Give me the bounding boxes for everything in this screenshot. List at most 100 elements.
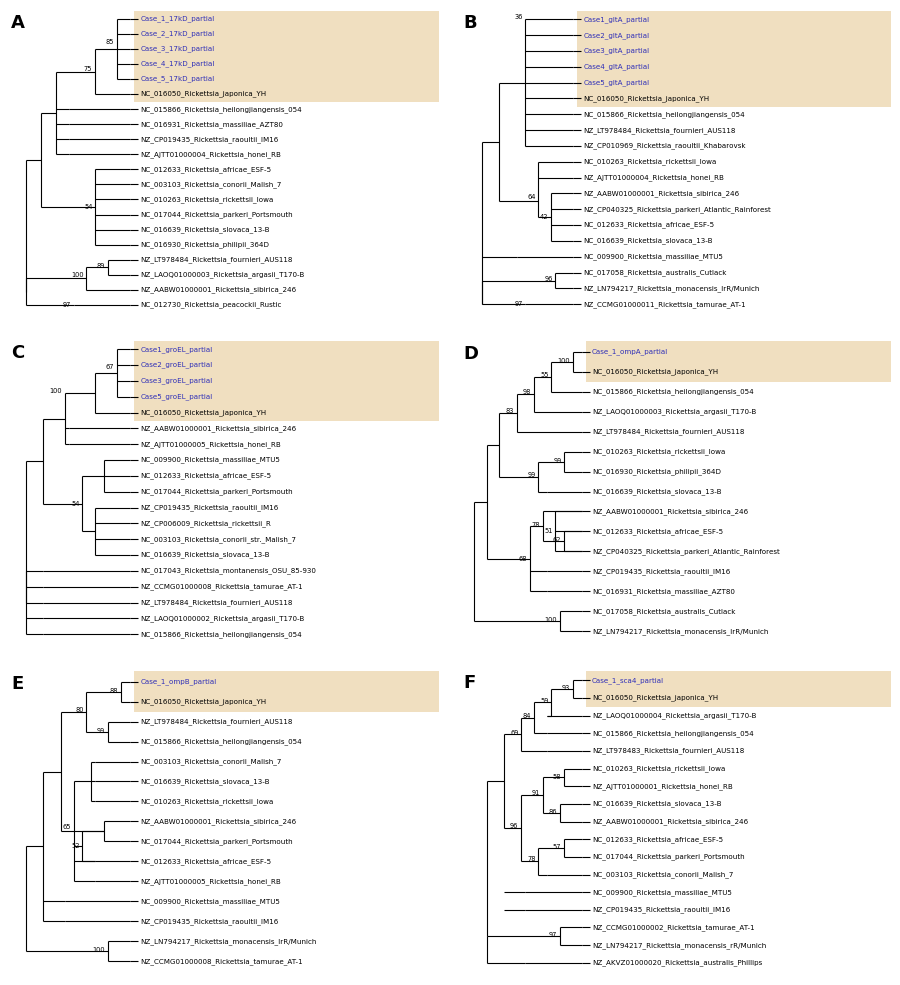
Text: Case_1_sca4_partial: Case_1_sca4_partial	[592, 677, 664, 684]
FancyBboxPatch shape	[577, 11, 896, 106]
Text: NC_015866_Rickettsia_heilongjiangensis_054: NC_015866_Rickettsia_heilongjiangensis_0…	[140, 630, 302, 637]
Text: NC_010263_Rickettsia_rickettsii_Iowa: NC_010263_Rickettsia_rickettsii_Iowa	[140, 798, 274, 805]
Text: NZ_AABW01000001_Rickettsia_sibirica_246: NZ_AABW01000001_Rickettsia_sibirica_246	[140, 287, 296, 294]
Text: NC_017058_Rickettsia_australis_Cutlack: NC_017058_Rickettsia_australis_Cutlack	[583, 269, 727, 276]
Text: Case1_groEL_partial: Case1_groEL_partial	[140, 346, 212, 353]
Text: NC_016639_Rickettsia_slovaca_13-B: NC_016639_Rickettsia_slovaca_13-B	[140, 778, 270, 785]
Text: NC_012633_Rickettsia_africae_ESF-5: NC_012633_Rickettsia_africae_ESF-5	[583, 222, 715, 229]
Text: 75: 75	[84, 66, 93, 72]
Text: NZ_AJTT01000005_Rickettsia_honei_RB: NZ_AJTT01000005_Rickettsia_honei_RB	[140, 878, 281, 885]
Text: C: C	[11, 344, 24, 361]
Text: Case2_groEL_partial: Case2_groEL_partial	[140, 361, 212, 368]
Text: Case_2_17kD_partial: Case_2_17kD_partial	[140, 31, 214, 37]
Text: E: E	[11, 675, 23, 692]
Text: 67: 67	[105, 364, 114, 370]
Text: Case5_groEL_partial: Case5_groEL_partial	[140, 393, 212, 400]
Text: NC_015866_Rickettsia_heilongjiangensis_054: NC_015866_Rickettsia_heilongjiangensis_0…	[140, 738, 302, 745]
Text: Case1_gltA_partial: Case1_gltA_partial	[583, 16, 650, 23]
Text: NZ_LT978483_Rickettsia_fournieri_AUS118: NZ_LT978483_Rickettsia_fournieri_AUS118	[592, 748, 744, 755]
Text: 96: 96	[544, 276, 553, 282]
Text: 99: 99	[554, 458, 562, 464]
Text: NZ_AJTT01000004_Rickettsia_honei_RB: NZ_AJTT01000004_Rickettsia_honei_RB	[140, 151, 281, 158]
Text: NC_017058_Rickettsia_australis_Cutlack: NC_017058_Rickettsia_australis_Cutlack	[592, 608, 735, 615]
Text: NZ_AJTT01000004_Rickettsia_honei_RB: NZ_AJTT01000004_Rickettsia_honei_RB	[583, 174, 724, 181]
Text: NZ_CP019435_Rickettsia_raoultii_IM16: NZ_CP019435_Rickettsia_raoultii_IM16	[140, 504, 278, 511]
Text: NC_017044_Rickettsia_parkeri_Portsmouth: NC_017044_Rickettsia_parkeri_Portsmouth	[592, 853, 744, 860]
Text: NC_012633_Rickettsia_africae_ESF-5: NC_012633_Rickettsia_africae_ESF-5	[140, 858, 271, 865]
Text: 99: 99	[97, 728, 105, 734]
Text: NZ_CCMG01000002_Rickettsia_tamurae_AT-1: NZ_CCMG01000002_Rickettsia_tamurae_AT-1	[592, 924, 754, 931]
Text: NC_017043_Rickettsia_montanensis_OSU_85-930: NC_017043_Rickettsia_montanensis_OSU_85-…	[140, 567, 316, 574]
Text: Case_5_17kD_partial: Case_5_17kD_partial	[140, 76, 214, 83]
Text: 68: 68	[518, 556, 527, 561]
Text: NC_010263_Rickettsia_rickettsii_Iowa: NC_010263_Rickettsia_rickettsii_Iowa	[140, 196, 274, 203]
Text: 88: 88	[110, 688, 118, 693]
Text: NC_012633_Rickettsia_africae_ESF-5: NC_012633_Rickettsia_africae_ESF-5	[592, 528, 723, 535]
Text: 84: 84	[523, 713, 531, 719]
Text: A: A	[11, 14, 25, 32]
Text: 54: 54	[84, 204, 93, 210]
Text: NC_015866_Rickettsia_heilongjiangensis_054: NC_015866_Rickettsia_heilongjiangensis_0…	[140, 105, 302, 112]
Text: NC_015866_Rickettsia_heilongjiangensis_054: NC_015866_Rickettsia_heilongjiangensis_0…	[592, 730, 753, 737]
Text: NZ_AABW01000001_Rickettsia_sibirica_246: NZ_AABW01000001_Rickettsia_sibirica_246	[140, 425, 296, 431]
Text: NC_016050_Rickettsia_japonica_YH: NC_016050_Rickettsia_japonica_YH	[140, 409, 266, 416]
Text: 85: 85	[105, 39, 114, 45]
Text: NC_003103_Rickettsia_conorii_Malish_7: NC_003103_Rickettsia_conorii_Malish_7	[140, 181, 282, 188]
Text: 100: 100	[544, 618, 557, 624]
Text: NZ_LN794217_Rickettsia_monacensis_IrR/Munich: NZ_LN794217_Rickettsia_monacensis_IrR/Mu…	[140, 938, 317, 945]
Text: NC_016050_Rickettsia_japonica_YH: NC_016050_Rickettsia_japonica_YH	[592, 368, 718, 375]
Text: NC_015866_Rickettsia_heilongjiangensis_054: NC_015866_Rickettsia_heilongjiangensis_0…	[592, 388, 753, 395]
Text: NZ_LAOQ01000003_Rickettsia_argasii_T170-B: NZ_LAOQ01000003_Rickettsia_argasii_T170-…	[140, 271, 304, 278]
Text: NC_012633_Rickettsia_africae_ESF-5: NC_012633_Rickettsia_africae_ESF-5	[140, 473, 271, 480]
Text: NZ_CCMG01000011_Rickettsia_tamurae_AT-1: NZ_CCMG01000011_Rickettsia_tamurae_AT-1	[583, 300, 746, 307]
Text: NZ_CP006009_Rickettsia_rickettsii_R: NZ_CP006009_Rickettsia_rickettsii_R	[140, 520, 271, 527]
FancyBboxPatch shape	[134, 11, 444, 101]
Text: NC_012730_Rickettsia_peacockii_Rustic: NC_012730_Rickettsia_peacockii_Rustic	[140, 301, 282, 308]
Text: NZ_CP019435_Rickettsia_raoultii_IM16: NZ_CP019435_Rickettsia_raoultii_IM16	[140, 918, 278, 925]
Text: NZ_CP019435_Rickettsia_raoultii_IM16: NZ_CP019435_Rickettsia_raoultii_IM16	[140, 136, 278, 143]
Text: 64: 64	[527, 194, 536, 200]
Text: NZ_CCMG01000008_Rickettsia_tamurae_AT-1: NZ_CCMG01000008_Rickettsia_tamurae_AT-1	[140, 957, 302, 964]
Text: NZ_CP019435_Rickettsia_raoultii_IM16: NZ_CP019435_Rickettsia_raoultii_IM16	[592, 568, 730, 574]
Text: Case3_groEL_partial: Case3_groEL_partial	[140, 377, 212, 384]
Text: Case_4_17kD_partial: Case_4_17kD_partial	[140, 61, 214, 67]
Text: 96: 96	[510, 823, 518, 829]
Text: NZ_AABW01000001_Rickettsia_sibirica_246: NZ_AABW01000001_Rickettsia_sibirica_246	[592, 508, 748, 515]
Text: NZ_LT978484_Rickettsia_fournieri_AUS118: NZ_LT978484_Rickettsia_fournieri_AUS118	[140, 718, 292, 725]
Text: Case_1_ompB_partial: Case_1_ompB_partial	[140, 679, 217, 685]
Text: NZ_LN794217_Rickettsia_monacensis_rR/Munich: NZ_LN794217_Rickettsia_monacensis_rR/Mun…	[592, 942, 766, 949]
Text: NC_016639_Rickettsia_slovaca_13-B: NC_016639_Rickettsia_slovaca_13-B	[583, 237, 713, 244]
Text: NZ_LT978484_Rickettsia_fournieri_AUS118: NZ_LT978484_Rickettsia_fournieri_AUS118	[583, 127, 736, 134]
Text: NC_016050_Rickettsia_japonica_YH: NC_016050_Rickettsia_japonica_YH	[140, 91, 266, 98]
Text: NC_017044_Rickettsia_parkeri_Portsmouth: NC_017044_Rickettsia_parkeri_Portsmouth	[140, 489, 292, 495]
Text: NC_016930_Rickettsia_philipii_364D: NC_016930_Rickettsia_philipii_364D	[140, 241, 269, 248]
Text: 55: 55	[540, 371, 548, 377]
Text: 89: 89	[97, 263, 105, 269]
Text: 97: 97	[63, 301, 71, 307]
Text: 52: 52	[71, 843, 79, 849]
Text: 36: 36	[514, 14, 523, 20]
Text: NC_010263_Rickettsia_rickettsii_Iowa: NC_010263_Rickettsia_rickettsii_Iowa	[592, 448, 725, 455]
Text: 58: 58	[553, 773, 562, 779]
Text: 59: 59	[540, 697, 548, 703]
FancyBboxPatch shape	[586, 671, 896, 707]
Text: NZ_CP010969_Rickettsia_raoultii_Khabarovsk: NZ_CP010969_Rickettsia_raoultii_Khabarov…	[583, 143, 746, 150]
Text: NC_016639_Rickettsia_slovaca_13-B: NC_016639_Rickettsia_slovaca_13-B	[592, 489, 722, 494]
Text: NZ_CP040325_Rickettsia_parkeri_Atlantic_Rainforest: NZ_CP040325_Rickettsia_parkeri_Atlantic_…	[583, 206, 771, 213]
FancyBboxPatch shape	[134, 671, 444, 712]
Text: NC_012633_Rickettsia_africae_ESF-5: NC_012633_Rickettsia_africae_ESF-5	[140, 166, 271, 172]
Text: F: F	[463, 674, 475, 692]
Text: Case4_gltA_partial: Case4_gltA_partial	[583, 63, 650, 70]
Text: NC_017044_Rickettsia_parkeri_Portsmouth: NC_017044_Rickettsia_parkeri_Portsmouth	[140, 211, 292, 218]
Text: NC_003103_Rickettsia_conorii_Malish_7: NC_003103_Rickettsia_conorii_Malish_7	[140, 758, 282, 765]
Text: NC_010263_Rickettsia_rickettsii_Iowa: NC_010263_Rickettsia_rickettsii_Iowa	[583, 159, 716, 165]
Text: NZ_AKVZ01000020_Rickettsia_australis_Phillips: NZ_AKVZ01000020_Rickettsia_australis_Phi…	[592, 959, 762, 966]
Text: 65: 65	[62, 824, 71, 830]
Text: NZ_LAOQ01000002_Rickettsia_argasii_T170-B: NZ_LAOQ01000002_Rickettsia_argasii_T170-…	[140, 615, 304, 622]
Text: NC_016050_Rickettsia_japonica_YH: NC_016050_Rickettsia_japonica_YH	[592, 694, 718, 701]
Text: Case_3_17kD_partial: Case_3_17kD_partial	[140, 45, 214, 52]
Text: NC_016931_Rickettsia_massiliae_AZT80: NC_016931_Rickettsia_massiliae_AZT80	[140, 121, 284, 128]
Text: 62: 62	[553, 538, 562, 544]
Text: 54: 54	[71, 500, 79, 506]
Text: Case3_gltA_partial: Case3_gltA_partial	[583, 47, 650, 54]
